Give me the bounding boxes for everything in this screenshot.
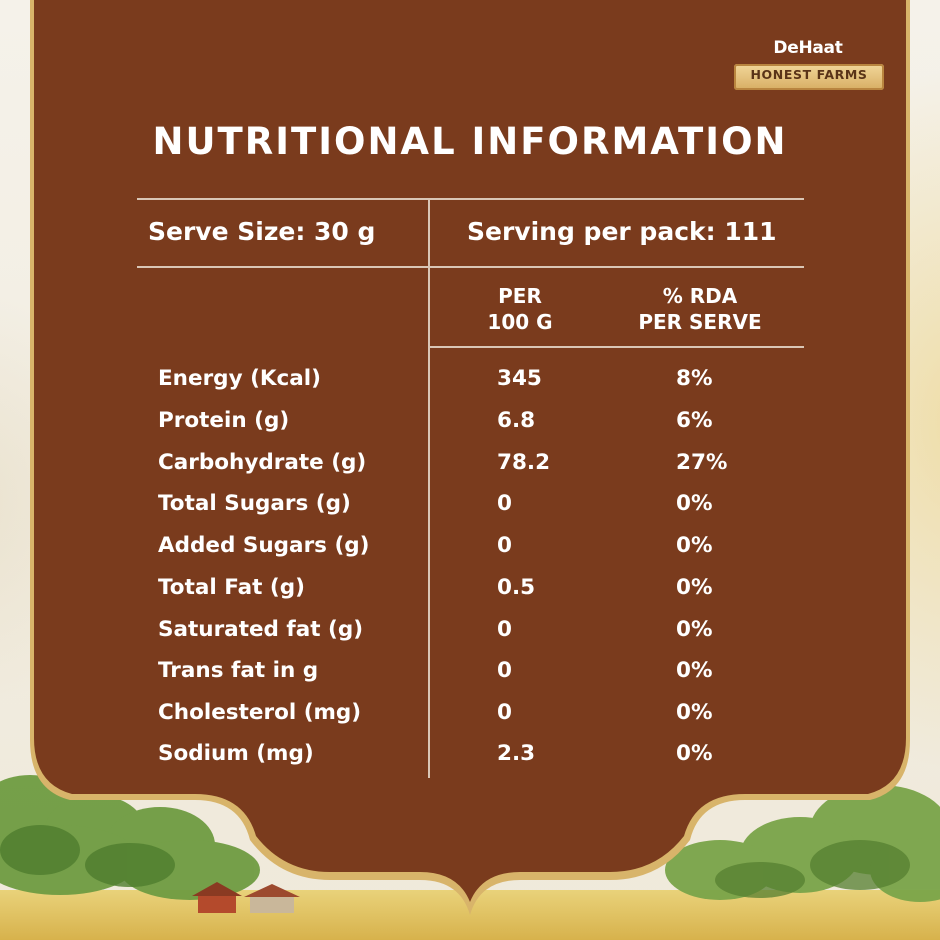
table-row: Saturated fat (g) 0 0% [0,617,940,657]
rda-value: 0% [676,575,713,600]
table-row: Sodium (mg) 2.3 0% [0,741,940,781]
brand-tagline: HONEST FARMS [750,67,868,82]
nutrient-label: Added Sugars (g) [158,533,370,558]
per-100g-value: 2.3 [497,741,536,766]
rda-header: % RDA PER SERVE [610,283,790,335]
table-row: Carbohydrate (g) 78.2 27% [0,450,940,490]
serving-bottom-rule [137,266,804,268]
per-100g-value: 0 [497,700,512,725]
rda-line1: % RDA [662,284,738,308]
per-100g-line1: PER [498,284,542,308]
nutrient-label: Trans fat in g [158,658,319,683]
per-100g-value: 0.5 [497,575,536,600]
nutrient-label: Energy (Kcal) [158,366,322,391]
page-title: NUTRITIONAL INFORMATION [152,120,788,163]
per-100g-line2: 100 G [487,310,553,334]
table-top-rule [137,198,804,200]
per-100g-value: 0 [497,617,512,642]
nutrient-label: Cholesterol (mg) [158,700,362,725]
rda-value: 8% [676,366,713,391]
table-row: Total Sugars (g) 0 0% [0,491,940,531]
brand-name: DeHaat [773,38,843,58]
table-row: Added Sugars (g) 0 0% [0,533,940,573]
rda-line2: PER SERVE [638,310,762,334]
rda-value: 0% [676,617,713,642]
per-100g-value: 0 [497,658,512,683]
rda-value: 6% [676,408,713,433]
table-row: Cholesterol (mg) 0 0% [0,700,940,740]
brand-logo: DeHaat HONEST FARMS [728,32,896,96]
rda-value: 27% [676,450,728,475]
table-row: Energy (Kcal) 345 8% [0,366,940,406]
per-100g-value: 78.2 [497,450,551,475]
nutrient-label: Carbohydrate (g) [158,450,367,475]
table-row: Trans fat in g 0 0% [0,658,940,698]
per-100g-value: 0 [497,491,512,516]
rda-value: 0% [676,741,713,766]
table-row: Protein (g) 6.8 6% [0,408,940,448]
nutrient-label: Protein (g) [158,408,290,433]
per-100g-value: 345 [497,366,542,391]
per-100g-value: 6.8 [497,408,536,433]
per-100g-value: 0 [497,533,512,558]
nutrient-label: Total Sugars (g) [158,491,351,516]
nutrient-label: Saturated fat (g) [158,617,364,642]
serve-size: Serve Size: 30 g [148,217,376,246]
nutrient-label: Total Fat (g) [158,575,305,600]
servings-per-pack: Serving per pack: 111 [467,217,777,246]
rda-value: 0% [676,491,713,516]
rda-value: 0% [676,658,713,683]
column-head-rule [429,346,804,348]
table-row: Total Fat (g) 0.5 0% [0,575,940,615]
brand-ribbon [734,64,884,90]
nutrient-label: Sodium (mg) [158,741,314,766]
rda-value: 0% [676,700,713,725]
rda-value: 0% [676,533,713,558]
table-divider [428,198,430,778]
per-100g-header: PER 100 G [470,283,570,335]
